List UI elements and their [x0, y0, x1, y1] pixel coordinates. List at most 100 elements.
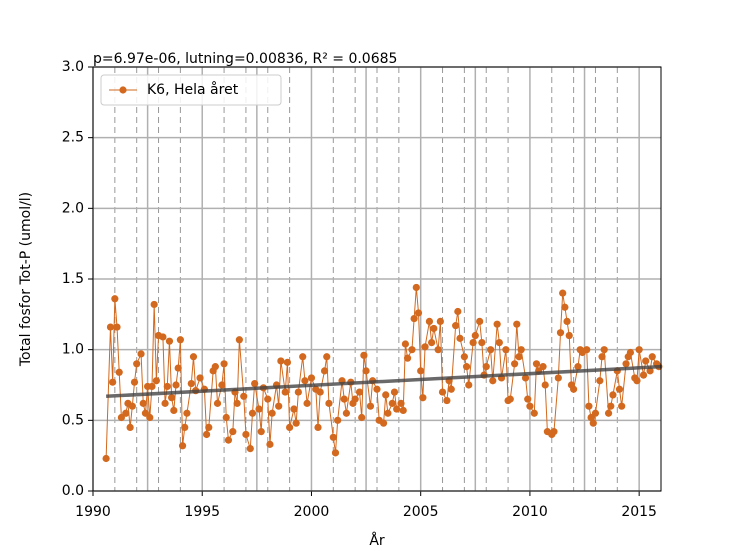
data-point — [111, 295, 119, 303]
data-point — [126, 423, 134, 431]
plot-frame — [92, 66, 662, 492]
data-point — [421, 343, 429, 351]
data-point — [355, 388, 364, 396]
data-point — [410, 314, 418, 323]
data-point — [255, 405, 263, 413]
data-point — [379, 419, 388, 427]
data-point — [294, 388, 302, 396]
y-tick-label: 2.0 — [62, 200, 84, 216]
data-point — [489, 377, 497, 385]
data-point — [460, 353, 468, 361]
data-point — [495, 339, 503, 347]
x-tick-label: 2010 — [512, 504, 548, 520]
data-point — [264, 395, 272, 403]
chart-title: p=6.97e-06, lutning=0.00836, R² = 0.0685 — [93, 51, 397, 67]
data-point — [447, 385, 455, 393]
data-point — [275, 402, 283, 410]
data-point — [113, 323, 121, 331]
data-point — [574, 363, 582, 371]
data-point — [334, 416, 342, 424]
data-point — [639, 371, 648, 379]
data-point — [635, 346, 643, 354]
data-point — [454, 307, 462, 316]
data-point — [452, 322, 460, 330]
data-point — [161, 399, 169, 407]
data-point — [178, 442, 187, 450]
data-point — [362, 367, 370, 375]
data-point — [541, 381, 549, 389]
data-point — [213, 399, 222, 407]
data-point — [320, 367, 329, 375]
data-point — [465, 381, 473, 389]
data-point — [565, 331, 573, 340]
data-point — [476, 317, 484, 325]
data-point — [248, 409, 257, 417]
data-point — [609, 391, 617, 399]
data-point — [526, 402, 534, 410]
data-point — [428, 339, 436, 347]
data-point — [174, 364, 182, 372]
data-point — [414, 309, 423, 317]
data-point — [224, 436, 233, 444]
data-point — [556, 329, 565, 337]
data-point — [408, 346, 416, 354]
data-point — [299, 353, 307, 361]
data-point — [561, 303, 569, 311]
data-point — [351, 395, 359, 403]
data-point — [189, 353, 198, 361]
data-point — [487, 346, 495, 354]
data-point — [430, 324, 438, 333]
data-point — [401, 340, 409, 348]
data-point — [563, 317, 571, 325]
data-point — [218, 381, 226, 389]
data-point — [607, 402, 615, 410]
data-point — [281, 388, 289, 396]
data-point — [373, 385, 381, 393]
data-point — [159, 333, 167, 341]
data-point — [600, 346, 608, 354]
data-point — [340, 395, 348, 403]
data-point — [604, 409, 613, 417]
data-point — [240, 392, 248, 400]
data-point — [550, 428, 558, 436]
data-point — [583, 346, 591, 354]
legend-label: K6, Hela året — [147, 81, 239, 98]
data-point — [633, 377, 641, 385]
data-point — [626, 348, 635, 357]
data-point — [417, 367, 425, 375]
data-point — [152, 377, 160, 385]
data-point — [397, 399, 405, 407]
data-point — [524, 395, 532, 403]
data-point — [618, 402, 626, 410]
data-point — [242, 430, 250, 439]
x-tick-label: 1995 — [184, 504, 220, 520]
data-point — [342, 409, 351, 417]
data-point — [139, 399, 147, 407]
data-point — [360, 351, 368, 359]
data-point — [471, 331, 479, 340]
data-point — [513, 320, 521, 328]
data-point — [554, 374, 562, 382]
data-point — [307, 374, 316, 382]
data-point — [403, 354, 412, 362]
data-point — [251, 379, 259, 388]
data-point — [176, 336, 184, 344]
data-point — [502, 346, 510, 354]
data-point — [163, 382, 171, 391]
data-point — [434, 346, 442, 354]
data-point — [292, 419, 300, 427]
data-point — [323, 353, 331, 361]
y-tick-label: 1.5 — [62, 271, 84, 287]
data-point — [598, 353, 606, 361]
data-point — [382, 391, 390, 399]
data-point — [137, 350, 145, 358]
data-point — [257, 428, 265, 436]
y-tick-label: 0.0 — [62, 483, 84, 499]
data-point — [506, 395, 514, 403]
data-point — [539, 363, 547, 371]
data-point — [615, 385, 624, 393]
data-point — [222, 413, 230, 422]
x-tick-label: 2000 — [294, 504, 330, 520]
data-point — [456, 334, 464, 342]
y-tick-label: 0.5 — [62, 412, 84, 428]
